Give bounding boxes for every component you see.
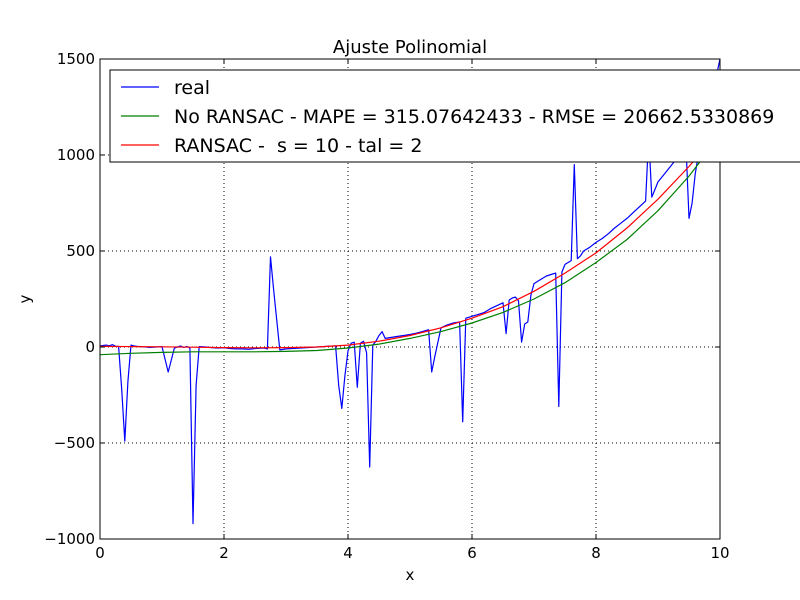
y-axis-label: y — [16, 294, 34, 303]
plot-frame — [99, 58, 721, 540]
x-tick-label: 0 — [95, 544, 105, 562]
legend: real No RANSAC - MAPE = 315.07642433 - RM… — [109, 69, 800, 163]
series-layer — [100, 59, 720, 525]
x-tick-label: 2 — [219, 544, 229, 562]
legend-box — [109, 69, 800, 163]
x-tick-label: 4 — [343, 544, 353, 562]
y-tick-label: 1500 — [57, 50, 95, 68]
chart-title: Ajuste Polinomial — [333, 37, 487, 58]
y-tick-label: 500 — [66, 242, 95, 260]
x-tick-label: 8 — [591, 544, 601, 562]
legend-label-no-ransac: No RANSAC - MAPE = 315.07642433 - RMSE =… — [174, 106, 774, 128]
series-ransac-line — [100, 129, 720, 349]
y-tick-label: 1000 — [57, 146, 95, 164]
y-tick-label: −500 — [54, 434, 95, 452]
ticks: 0 2 4 6 8 10 −1000 −500 0 500 1000 1500 — [44, 50, 729, 562]
series-no-ransac-line — [100, 135, 720, 356]
legend-label-real: real — [174, 77, 210, 99]
x-axis-label: x — [406, 566, 415, 584]
x-tick-label: 10 — [710, 544, 729, 562]
y-tick-label: 0 — [85, 338, 95, 356]
series-real-line — [100, 59, 720, 525]
legend-label-ransac: RANSAC - s = 10 - tal = 2 — [174, 135, 422, 157]
y-tick-label: −1000 — [44, 530, 95, 548]
x-tick-label: 6 — [467, 544, 477, 562]
